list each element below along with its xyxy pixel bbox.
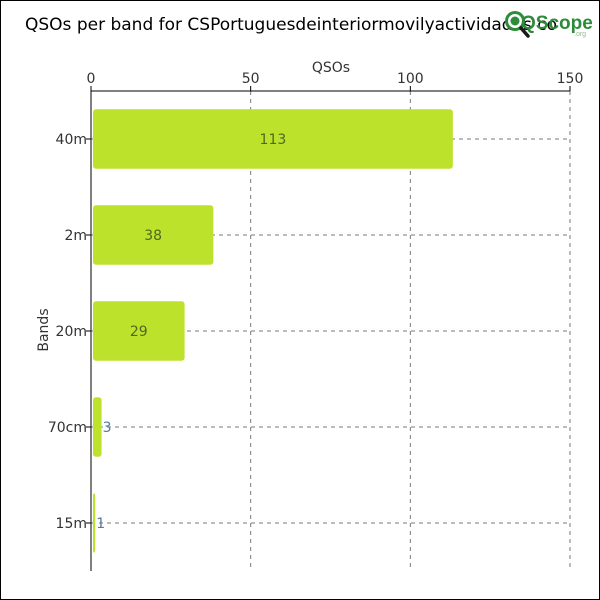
bars-layer: 113 38 29 3 1 [93, 109, 453, 553]
y-tick-label: 2m [64, 228, 87, 244]
y-tick-label: 40m [56, 132, 87, 148]
bar-value-label: 29 [130, 324, 148, 340]
x-tick-label: 50 [242, 71, 260, 87]
bar-20m [93, 301, 185, 361]
y-tick-label: 15m [56, 516, 87, 532]
bar-value-label: 113 [260, 132, 287, 148]
bar-value-label: 1 [96, 516, 105, 532]
x-tick-label: 100 [397, 71, 424, 87]
bar-40m [93, 109, 453, 169]
bar-value-label: 38 [144, 228, 162, 244]
y-tick-label: 70cm [48, 420, 87, 436]
x-tick-label: 0 [87, 71, 96, 87]
bar-value-label: 3 [103, 420, 112, 436]
grid-layer [91, 91, 571, 571]
logo-suffix: .org [574, 31, 586, 38]
bar-2m [93, 205, 214, 265]
x-tick-label: 150 [557, 71, 584, 87]
bar-15m [93, 493, 96, 553]
axes-layer: 0 50 100 150 40m 2m 20m 70cm 15m [48, 71, 584, 571]
qscope-logo: QScope .org [505, 11, 592, 38]
magnifier-q-icon [505, 11, 530, 38]
bar-70cm [93, 397, 102, 457]
x-axis-title: QSOs [312, 60, 350, 76]
y-tick-label: 20m [56, 324, 87, 340]
chart-title: QSOs per band for CSPortuguesdeinteriorm… [25, 15, 558, 35]
logo-text: QScope [521, 13, 592, 34]
y-axis-title: Bands [36, 308, 52, 351]
